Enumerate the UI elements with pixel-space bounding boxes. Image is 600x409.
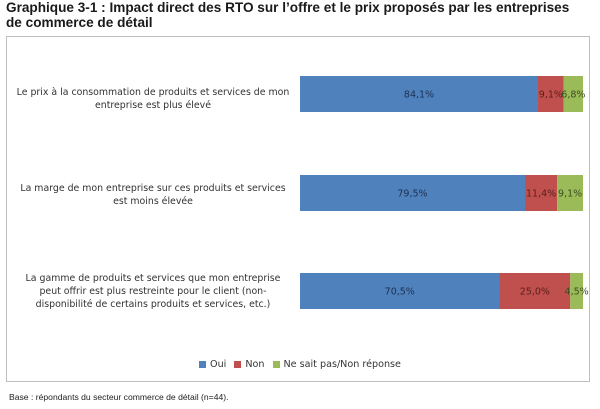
- category-label-line: Le prix à la consommation de produits et…: [16, 87, 290, 98]
- legend-item: Non: [234, 359, 265, 370]
- legend-item: Ne sait pas/Non réponse: [272, 359, 401, 370]
- category-label-line: est moins élevée: [113, 196, 193, 207]
- chart-title-line-1: Graphique 3-1 : Impact direct des RTO su…: [6, 0, 570, 15]
- chart-frame: [6, 36, 590, 382]
- category-label: La marge de mon entreprise sur ces produ…: [12, 182, 294, 208]
- category-label-line: peut offrir est plus restreinte pour le …: [39, 285, 267, 297]
- legend-swatch: [272, 361, 280, 368]
- footnote: Base : répondants du secteur commerce de…: [9, 392, 229, 402]
- legend-label: Ne sait pas/Non réponse: [283, 359, 401, 370]
- legend-swatch: [199, 361, 207, 368]
- category-label-line: La marge de mon entreprise sur ces produ…: [20, 183, 286, 194]
- legend-item: Oui: [199, 359, 226, 370]
- chart-title-line-2: de commerce de détail: [6, 15, 153, 30]
- chart-legend: Oui Non Ne sait pas/Non réponse: [0, 359, 600, 371]
- category-label: Le prix à la consommation de produits et…: [12, 86, 294, 112]
- legend-label: Oui: [210, 359, 227, 370]
- legend-label: Non: [245, 359, 265, 370]
- legend-swatch: [234, 361, 242, 368]
- category-label: La gamme de produits et services que mon…: [12, 272, 294, 311]
- category-label-line: disponibilité de certains produits et se…: [35, 298, 271, 310]
- chart-title: Graphique 3-1 : Impact direct des RTO su…: [6, 0, 600, 30]
- category-label-line: entreprise est plus élevé: [95, 100, 211, 111]
- category-label-line: La gamme de produits et services que mon…: [25, 272, 281, 284]
